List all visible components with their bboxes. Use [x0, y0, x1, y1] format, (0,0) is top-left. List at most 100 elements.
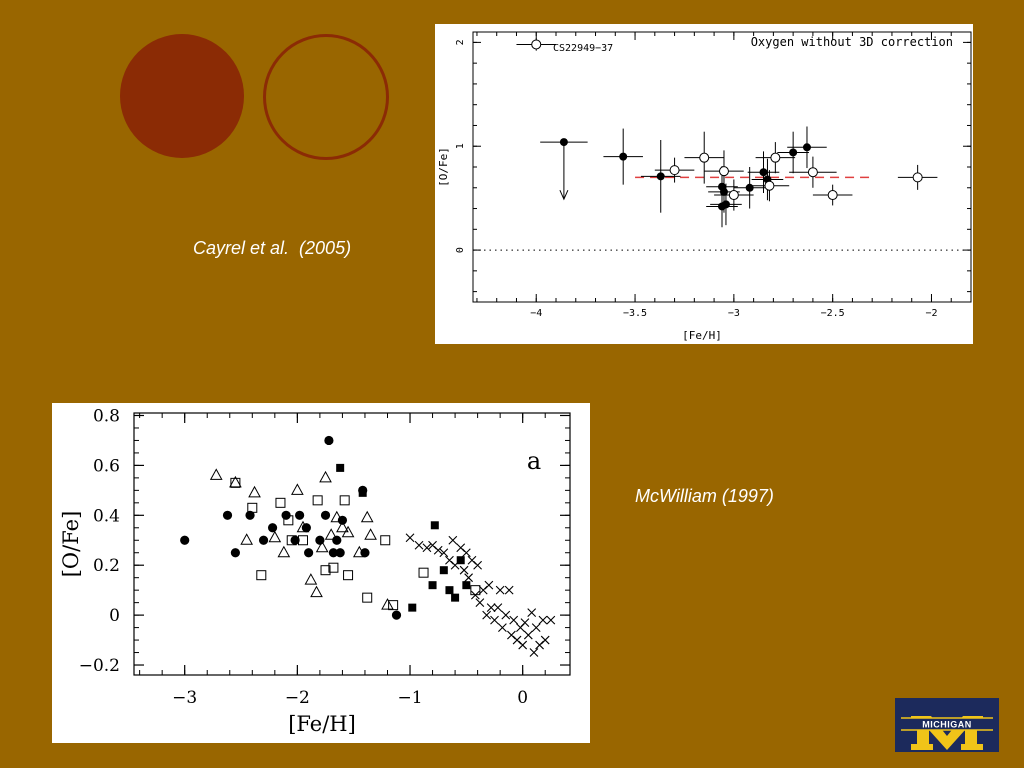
plot2-xtick-label: −1 [397, 688, 422, 708]
plot2-point-filled-square [462, 581, 471, 590]
plot2-point-filled-circle [245, 510, 255, 520]
plot2-point-cross [523, 630, 533, 640]
plot2-point-filled-square [439, 566, 448, 575]
plot2-point-cross [546, 615, 556, 625]
plot2-point-filled-square [336, 463, 345, 472]
plot2-ytick-label: 0.4 [93, 506, 120, 526]
plot2-point-open-triangle [268, 530, 282, 543]
plot2-point-cross [495, 585, 505, 595]
plot2-point-cross [464, 573, 473, 583]
plot1-point-filled [759, 168, 768, 177]
plot1-point-open [728, 190, 739, 201]
plot2-point-filled-circle [391, 610, 402, 620]
plot2-point-cross [433, 545, 443, 555]
plot2-point-filled-circle [320, 510, 331, 520]
plot1-point-filled [745, 183, 754, 192]
plot2-point-cross [422, 543, 432, 553]
plot2-point-open-square [256, 570, 267, 581]
plot2-point-cross [484, 580, 494, 590]
plot2-point-open-square [320, 565, 331, 576]
plot2-point-open-square [286, 535, 297, 546]
plot2-point-filled-circle [295, 510, 305, 520]
plot2-point-open-square [388, 600, 399, 611]
plot2-point-cross [490, 615, 499, 625]
cayrel-caption: Cayrel et al. (2005) [193, 238, 352, 258]
plot2-xtick-label: 0 [517, 688, 528, 708]
plot2-point-cross [518, 640, 528, 650]
plot1-point-open [764, 180, 775, 191]
plot2-point-open-triangle [315, 540, 329, 553]
plot2-point-cross [482, 610, 492, 620]
plot2-frame [133, 412, 571, 676]
plot2-point-open-square [328, 562, 339, 573]
plot2-point-open-square [283, 515, 294, 526]
plot2-point-open-triangle [291, 483, 304, 495]
logo-wordmark: MICHIGAN [922, 720, 972, 730]
plot2-ytick-label: 0.6 [93, 456, 120, 476]
plot2-ytick-label: 0.2 [93, 556, 120, 576]
plot1-xtick-label: −4 [530, 308, 542, 319]
plot2-point-open-square [470, 585, 481, 596]
plot2-point-open-triangle [319, 470, 332, 483]
plot2-point-cross [501, 610, 511, 620]
plot1-point-filled [721, 200, 730, 209]
plot2-point-open-square [362, 592, 373, 603]
plot2-point-open-square [339, 495, 350, 506]
plot2-point-cross [470, 590, 480, 600]
plot2-x-axis-label: [Fe/H] [288, 712, 356, 736]
plot2-point-filled-square [428, 581, 437, 590]
plot1-point-filled [656, 172, 665, 181]
plot1-xtick-label: −2.5 [821, 308, 845, 319]
plot2-point-cross [531, 623, 541, 632]
plot2-point-filled-circle [290, 535, 300, 545]
plot2-point-open-triangle [209, 468, 223, 480]
plot1-point-open [718, 166, 729, 177]
plot2-point-cross [439, 548, 449, 558]
plot2-point-cross [475, 598, 485, 608]
plot1-ytick-label: 0 [455, 247, 466, 253]
plot1-ytick-label: 1 [455, 143, 466, 149]
plot2-point-open-triangle [310, 585, 323, 598]
decorative-ring-circle [263, 34, 389, 160]
plot2-point-filled-circle [304, 548, 314, 558]
plot2-point-cross [486, 603, 496, 613]
plot2-point-filled-circle [324, 435, 334, 446]
plot2-point-filled-square [456, 556, 465, 565]
plot2-y-axis-label: [O/Fe] [59, 511, 83, 578]
plot2-point-open-square [312, 495, 323, 506]
plot1-y-axis-label: [O/Fe] [437, 147, 450, 187]
plot2-point-cross [529, 648, 539, 657]
plot1-point-open [669, 165, 680, 176]
plot2-point-filled-circle [180, 535, 190, 545]
plot2-point-cross [509, 615, 519, 625]
plot2-point-filled-circle [230, 548, 240, 558]
plot2-point-open-square [380, 535, 391, 546]
plot2-point-filled-circle [360, 548, 370, 558]
plot1-point-open [827, 190, 838, 201]
plot1-xtick-label: −3 [728, 308, 740, 319]
plot2-xtick-label: −2 [285, 688, 310, 708]
plot2-point-open-triangle [240, 533, 254, 545]
plot2-point-cross [504, 585, 514, 595]
plot2-point-filled-circle [258, 535, 269, 545]
mcwilliam-oxygen-chart: −3 −2 −1 0 −0.2 0 0.2 0.4 0.6 0.8 a [Fe/H] [O/Fe] [52, 403, 590, 743]
plot2-point-open-triangle [381, 598, 394, 610]
plot2-point-open-square [230, 477, 241, 488]
plot2-point-filled-circle [222, 510, 233, 520]
plot2-point-cross [540, 635, 550, 645]
block-m-logo-icon: MICHIGAN [895, 698, 999, 752]
mcwilliam-caption: McWilliam (1997) [635, 486, 774, 506]
plot2-point-filled-square [430, 521, 439, 530]
cayrel-chart-svg: −4 −3.5 −3 −2.5 −2 0 1 2 CS22949−37 Oxygen withou… [437, 31, 972, 342]
plot2-point-open-square [343, 570, 354, 581]
plot2-point-open-triangle [296, 520, 310, 533]
plot2-ytick-label: −0.2 [79, 656, 120, 676]
plot2-point-cross [448, 535, 458, 545]
plot2-ytick-label: 0 [109, 606, 120, 626]
plot2-point-open-triangle [304, 573, 318, 585]
plot2-point-filled-circle [328, 548, 339, 558]
plot2-point-open-triangle [360, 510, 374, 523]
plot2-point-cross [527, 608, 537, 618]
plot2-point-open-square [297, 535, 308, 546]
plot2-point-open-triangle [341, 525, 355, 538]
